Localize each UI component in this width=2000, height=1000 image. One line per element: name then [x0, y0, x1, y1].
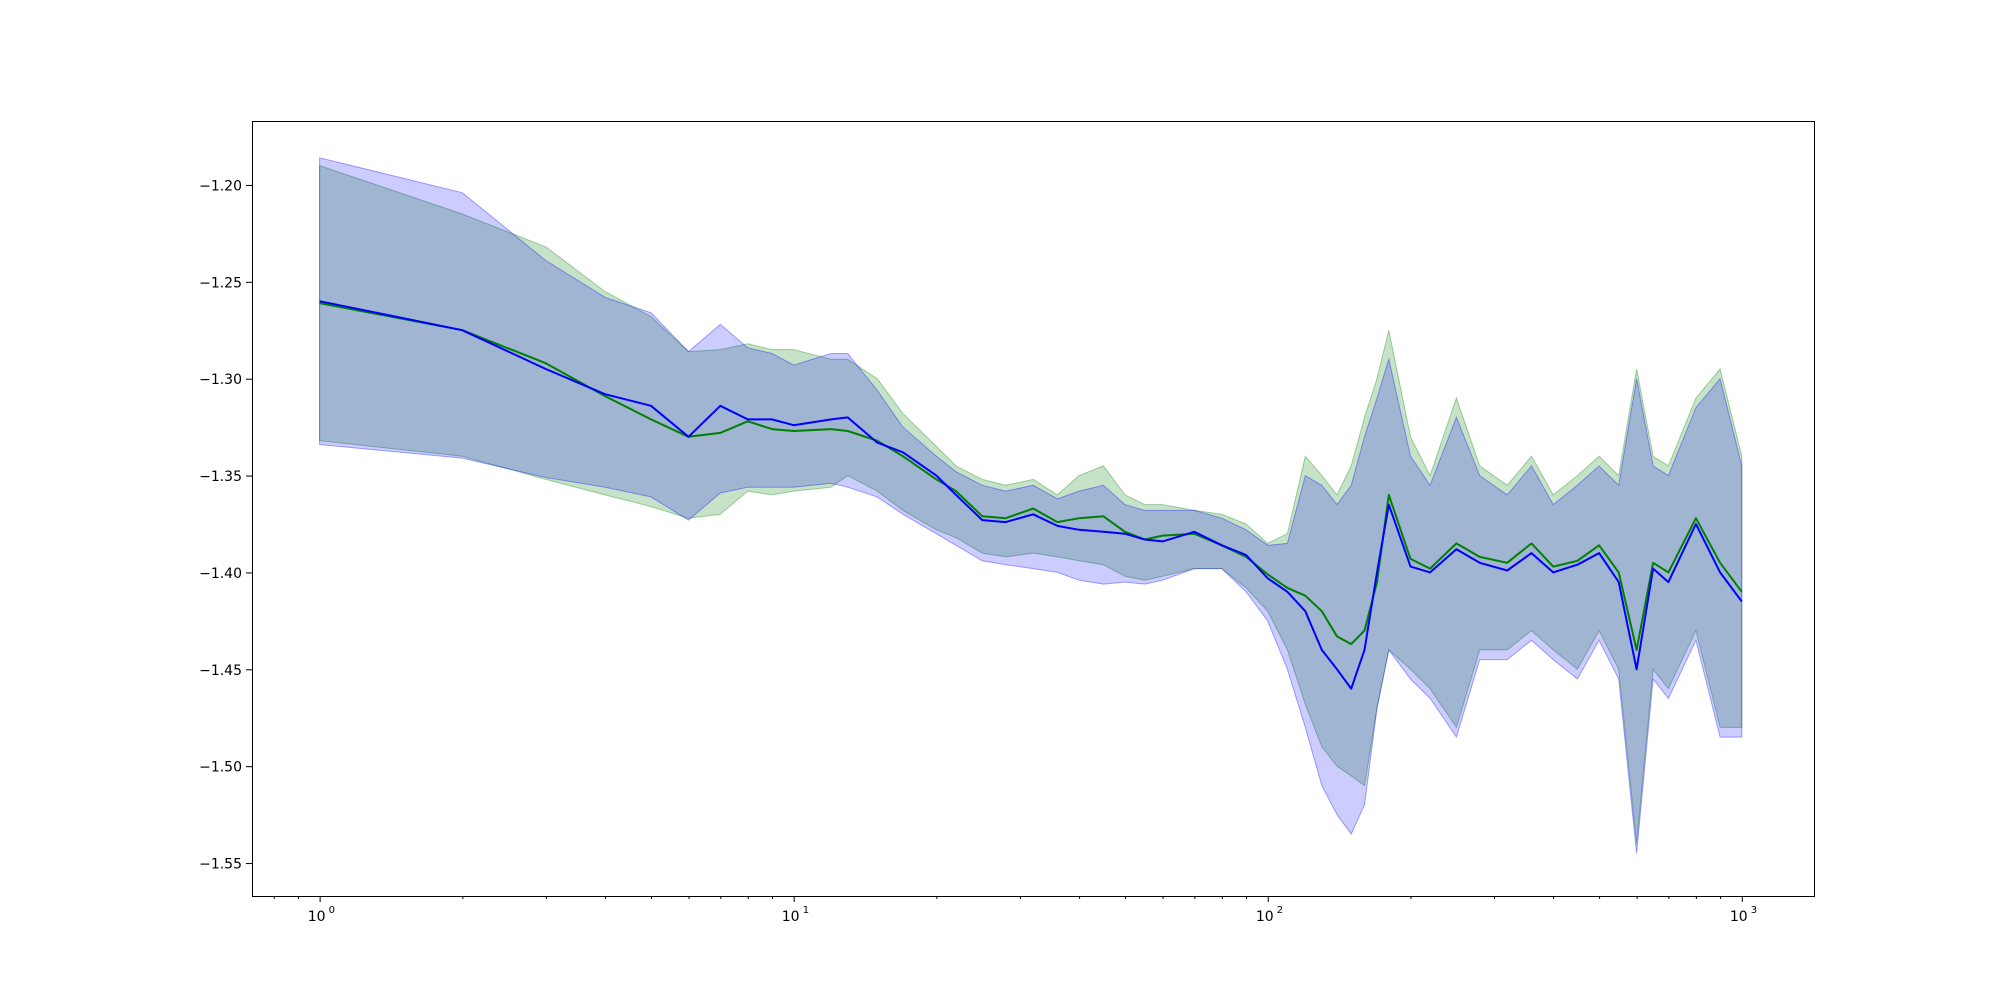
- y-tick-label: −1.30: [199, 372, 242, 388]
- y-axis-ticks: −1.20 −1.25 −1.30 −1.35 −1.40 −1.45 −1.50 −1.55: [199, 178, 252, 873]
- x-tick-exponent: 1: [803, 905, 809, 916]
- axes-frame: [252, 121, 1815, 897]
- x-tick-label: 10: [308, 909, 326, 925]
- series-0-band: [319, 164, 1743, 844]
- x-tick-exponent: 2: [1277, 905, 1283, 916]
- x-tick-label: 10: [782, 909, 800, 925]
- series-1-line: [319, 300, 1743, 690]
- series-1-band: [319, 157, 1743, 854]
- x-tick-label: 10: [1730, 909, 1748, 925]
- series-lines: [319, 300, 1743, 690]
- y-tick-label: −1.50: [199, 760, 242, 776]
- y-tick-label: −1.45: [199, 663, 242, 679]
- x-tick-exponent: 3: [1751, 905, 1757, 916]
- confidence-bands: [319, 157, 1743, 854]
- y-tick-label: −1.35: [199, 469, 242, 485]
- y-tick-label: −1.25: [199, 275, 242, 291]
- y-tick-label: −1.20: [199, 178, 242, 194]
- y-tick-label: −1.40: [199, 566, 242, 582]
- x-tick-label: 10: [1256, 909, 1274, 925]
- x-tick-exponent: 0: [329, 905, 335, 916]
- y-tick-label: −1.55: [199, 857, 242, 873]
